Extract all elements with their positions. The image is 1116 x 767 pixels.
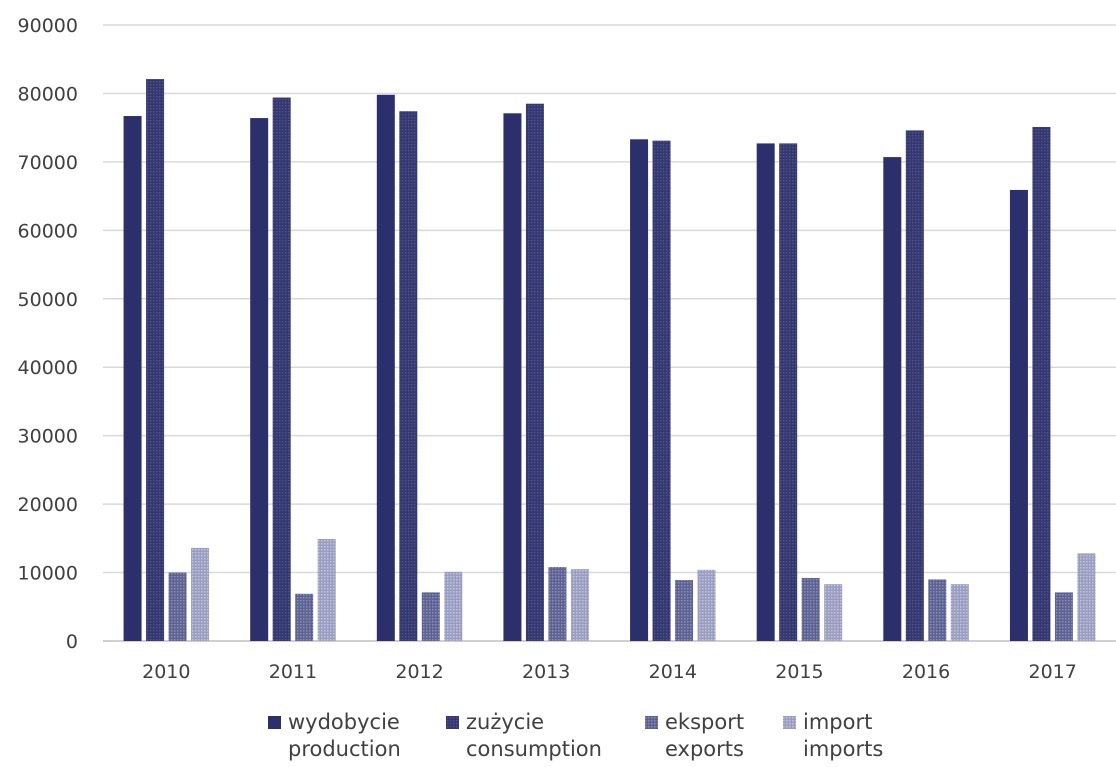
bar-imports-2013 (570, 569, 589, 641)
x-tick-label: 2010 (142, 661, 190, 683)
y-axis: 0 10000 20000 30000 40000 50000 60000 70000 8000… (18, 15, 78, 653)
bar-consumption-2013 (525, 103, 544, 641)
bar-production-2010 (123, 116, 142, 641)
bar-production-2011 (250, 118, 269, 641)
y-tick-label: 60000 (18, 220, 78, 242)
bar-consumption-2014 (652, 140, 671, 641)
bar-imports-2017 (1077, 553, 1096, 641)
bars (123, 79, 1096, 642)
bar-exports-2012 (421, 592, 440, 641)
bar-production-2012 (376, 94, 395, 641)
legend-label-en: production (288, 737, 401, 761)
x-tick-label: 2012 (395, 661, 443, 683)
bar-production-2013 (503, 113, 522, 641)
legend-label: import (803, 710, 872, 734)
legend-label: eksport (665, 710, 744, 734)
x-tick-label: 2013 (522, 661, 570, 683)
gridlines (103, 24, 1116, 642)
y-tick-label: 70000 (18, 152, 78, 174)
y-tick-label: 40000 (18, 357, 78, 379)
bar-production-2016 (883, 157, 902, 641)
x-tick-label: 2014 (649, 661, 697, 683)
bar-exports-2013 (548, 567, 567, 641)
legend-swatch-consumption (446, 716, 459, 729)
y-tick-label: 30000 (18, 426, 78, 448)
y-tick-label: 50000 (18, 289, 78, 311)
y-tick-label: 90000 (18, 15, 78, 37)
bar-production-2017 (1009, 189, 1028, 641)
legend-label-en: consumption (466, 737, 602, 761)
bar-imports-2011 (317, 539, 336, 641)
bar-imports-2015 (824, 584, 843, 641)
legend-swatch-exports (645, 716, 658, 729)
x-tick-label: 2017 (1029, 661, 1077, 683)
bar-imports-2016 (950, 584, 969, 641)
y-tick-label: 80000 (18, 83, 78, 105)
legend-label-en: imports (803, 737, 883, 761)
bar-exports-2016 (928, 579, 947, 641)
bar-consumption-2015 (779, 143, 798, 642)
bar-consumption-2012 (399, 111, 418, 642)
x-axis: 2010 2011 2012 2013 2014 2015 2016 2017 (142, 661, 1077, 683)
legend-label-en: exports (665, 737, 744, 761)
legend-swatch-production (268, 716, 281, 729)
bar-production-2015 (756, 143, 775, 642)
bar-production-2014 (630, 139, 649, 641)
bar-imports-2010 (191, 547, 210, 641)
bar-imports-2014 (697, 569, 716, 641)
legend: wydobycie production zużycie consumption eks… (268, 710, 883, 761)
bar-exports-2010 (168, 572, 187, 641)
bar-consumption-2011 (272, 97, 291, 642)
x-tick-label: 2011 (269, 661, 317, 683)
bar-consumption-2017 (1032, 126, 1051, 641)
legend-swatch-imports (783, 716, 796, 729)
bar-exports-2014 (675, 580, 694, 641)
bar-exports-2011 (295, 593, 314, 641)
bar-consumption-2010 (146, 79, 165, 642)
x-tick-label: 2015 (775, 661, 823, 683)
y-tick-label: 10000 (18, 563, 78, 585)
bar-consumption-2016 (905, 130, 924, 641)
bar-imports-2012 (444, 571, 463, 641)
legend-label: zużycie (466, 710, 544, 734)
y-tick-label: 20000 (18, 494, 78, 516)
bar-exports-2015 (801, 578, 820, 641)
bar-exports-2017 (1054, 592, 1073, 641)
legend-label: wydobycie (288, 710, 400, 734)
y-tick-label: 0 (66, 631, 78, 653)
x-tick-label: 2016 (902, 661, 950, 683)
